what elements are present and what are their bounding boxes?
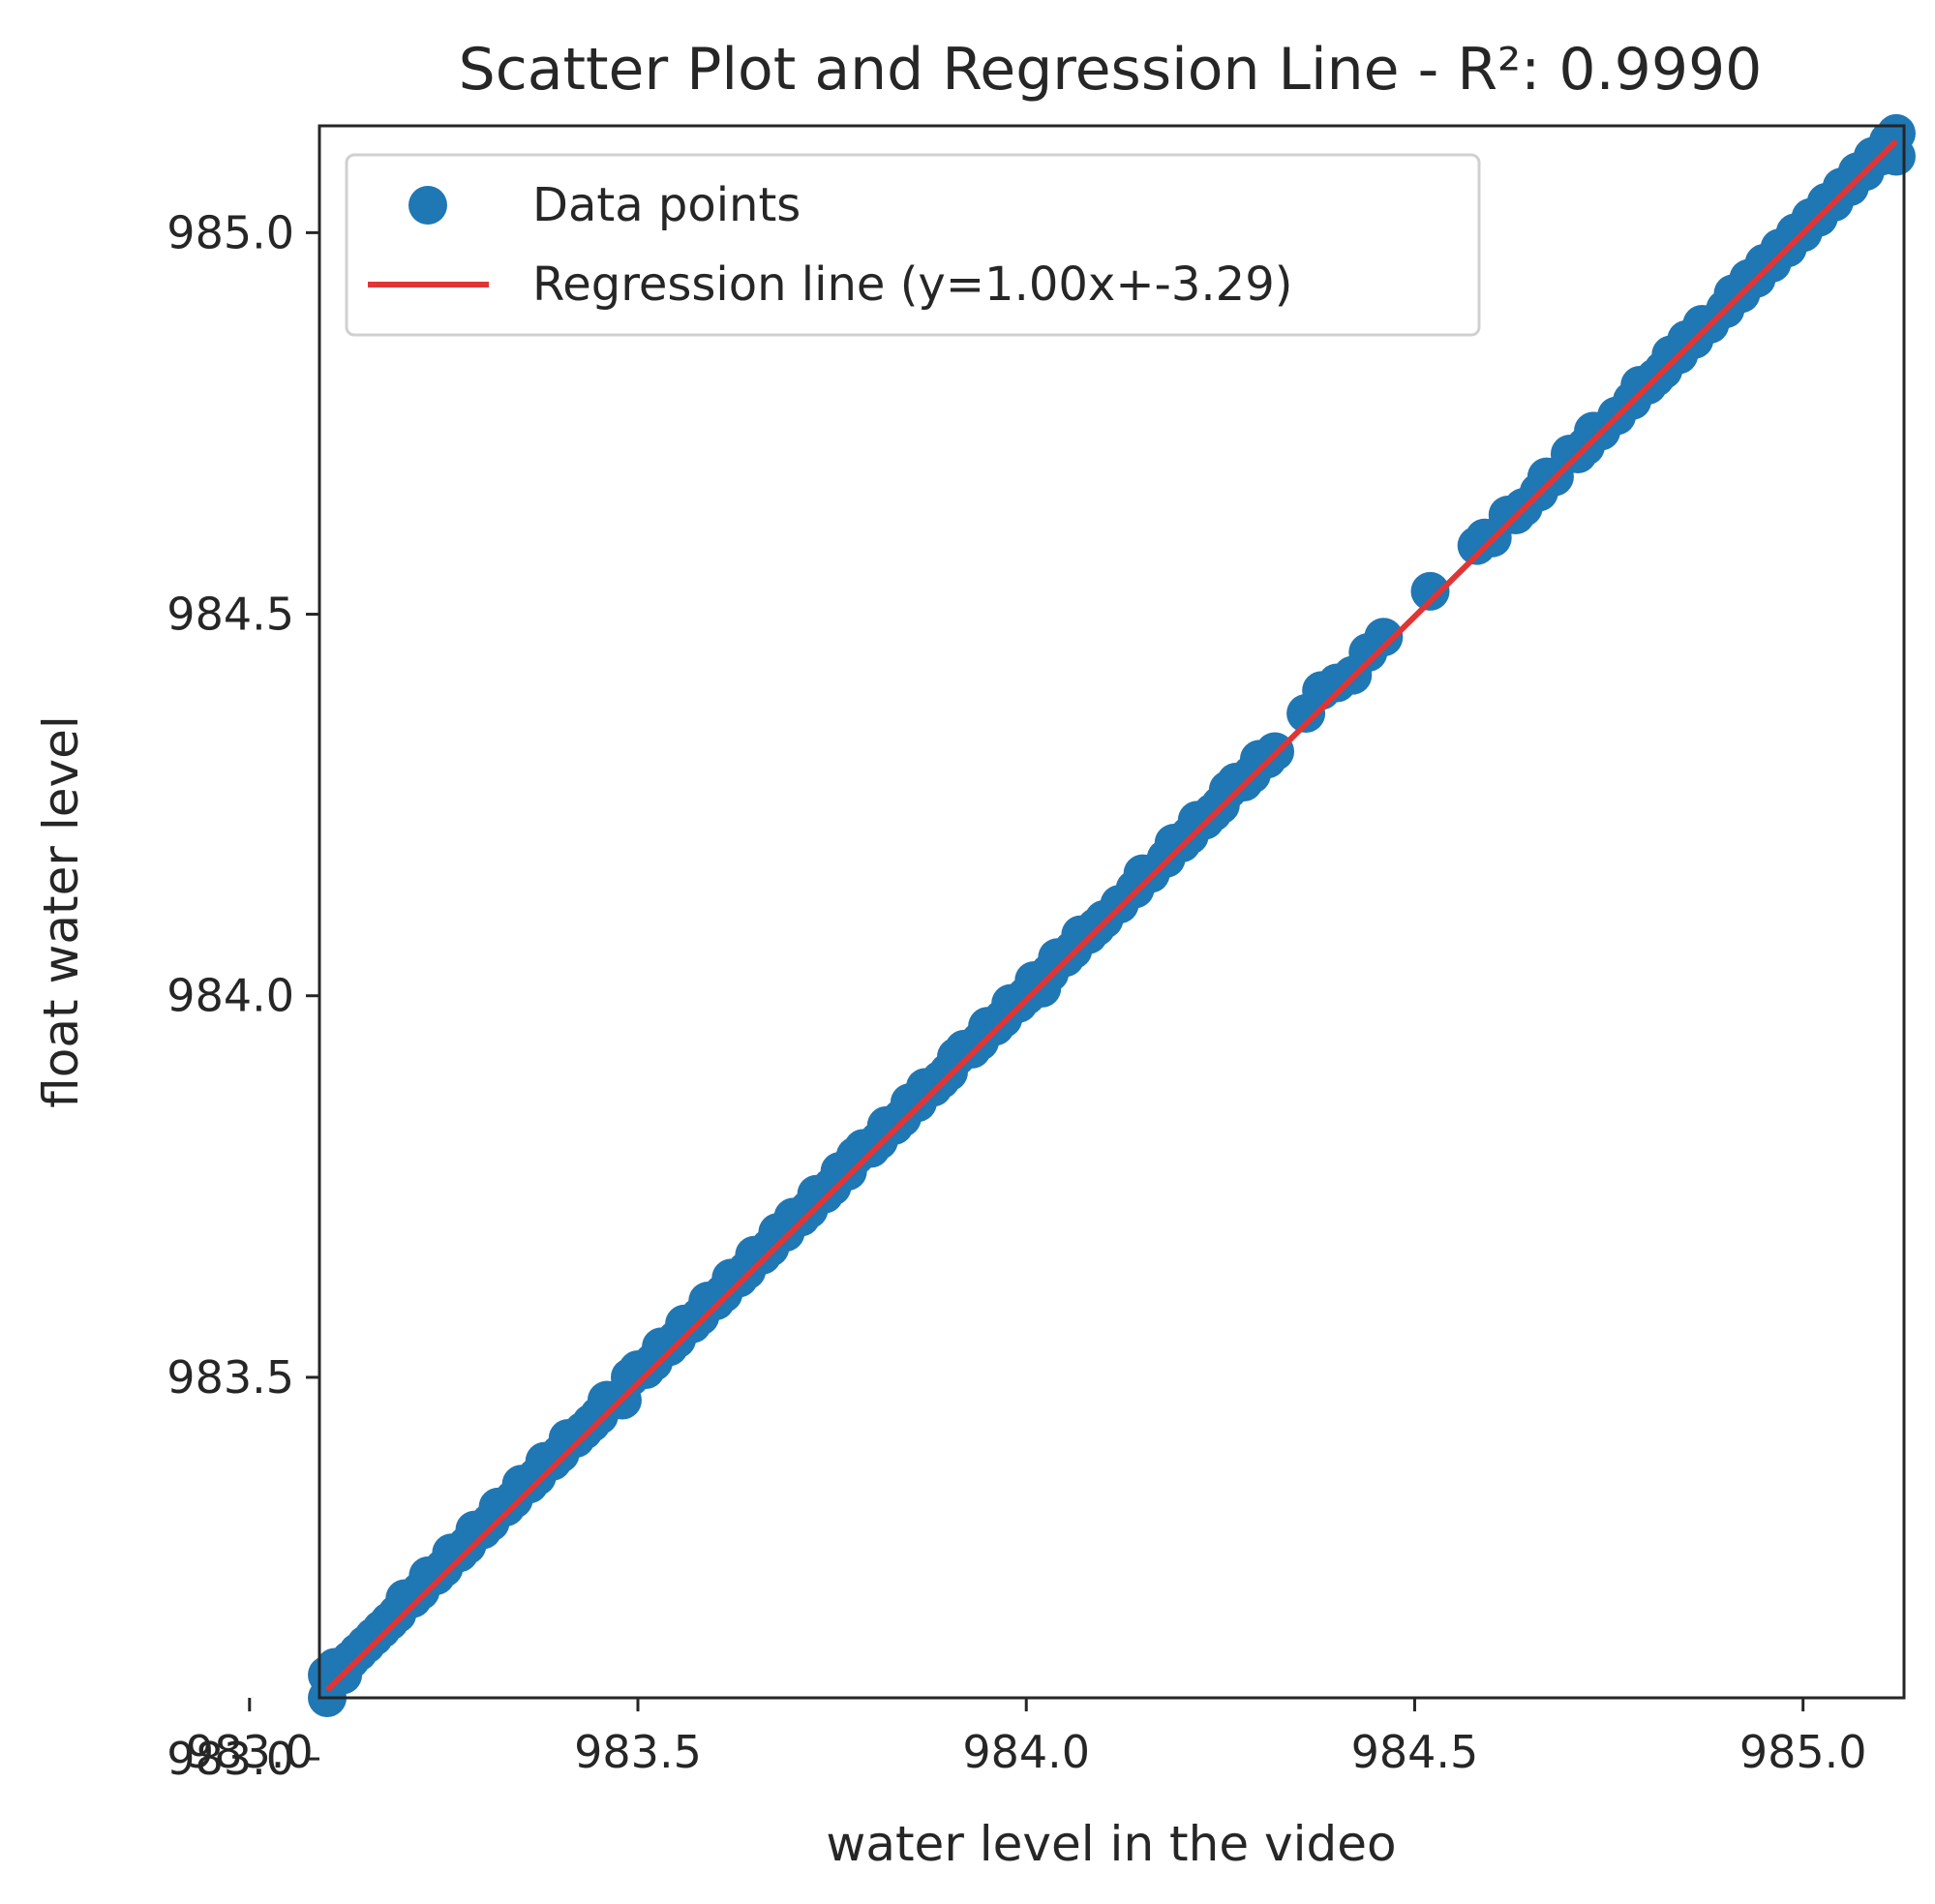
y-axis: 983.0 983.5 984.0 984.5 985.0 xyxy=(166,206,319,1785)
y-axis-label: float water level xyxy=(33,715,89,1107)
y-tick-label: 983.0 xyxy=(166,1733,294,1785)
x-tick-label: 983.0 xyxy=(186,1726,314,1778)
x-axis-label: water level in the video xyxy=(826,1816,1396,1872)
x-tick-label: 984.5 xyxy=(1351,1726,1479,1778)
regression-layer xyxy=(324,138,1899,1693)
x-tick-label: 985.0 xyxy=(1739,1726,1867,1778)
y-tick-label: 983.5 xyxy=(166,1351,294,1404)
legend-box xyxy=(345,153,1481,337)
x-axis: 983.0 983.5 984.0 984.5 985.0 xyxy=(186,1698,1867,1778)
legend-scatter-marker xyxy=(408,186,447,225)
x-tick-label: 984.0 xyxy=(962,1726,1090,1778)
plot-area xyxy=(308,113,1916,1717)
regression-line xyxy=(324,138,1899,1693)
plot-frame xyxy=(317,124,1906,1700)
y-tick-label: 985.0 xyxy=(166,206,294,258)
y-tick-label: 984.5 xyxy=(166,589,294,641)
legend-entry-data-points: Data points xyxy=(532,178,801,232)
legend-entry-regression-line: Regression line (y=1.00x+-3.29) xyxy=(532,257,1292,312)
data-point xyxy=(1364,618,1404,657)
x-tick-label: 983.5 xyxy=(574,1726,702,1778)
data-point xyxy=(1410,571,1450,611)
chart-title: Scatter Plot and Regression Line - R²: 0… xyxy=(459,36,1763,104)
y-tick-label: 984.0 xyxy=(166,970,294,1022)
legend: Data points Regression line (y=1.00x+-3.… xyxy=(345,153,1481,337)
